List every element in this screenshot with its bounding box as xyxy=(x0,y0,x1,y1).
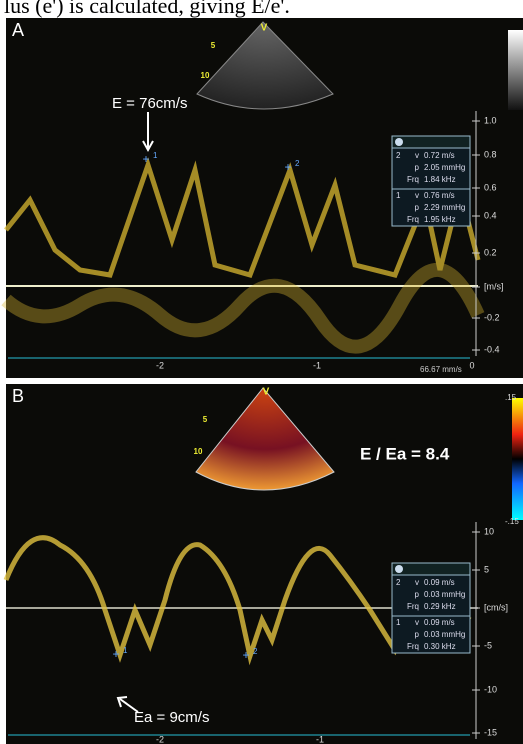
measure-value: 0.09 m/s xyxy=(424,618,455,627)
measure-key: Frq xyxy=(407,215,419,224)
scale-label: [cm/s] xyxy=(484,602,508,612)
measure-key: v xyxy=(415,191,419,200)
scale-label: 1.0 xyxy=(484,115,497,125)
measure-key: Frq xyxy=(407,602,419,611)
scale-label: -10 xyxy=(484,684,497,694)
measure-key: p xyxy=(415,203,420,212)
time-label: 0 xyxy=(469,360,474,370)
marker: + xyxy=(142,152,149,166)
measure-box xyxy=(391,562,471,654)
time-label: -1 xyxy=(313,360,321,370)
arrow xyxy=(116,696,139,713)
measure-value: 2.05 mmHg xyxy=(424,163,465,172)
sector-label: 10 xyxy=(194,447,203,456)
time-label: -1 xyxy=(316,734,324,744)
measure-icon xyxy=(395,138,403,146)
marker-label: 1 xyxy=(153,151,158,160)
measure-value: 0.30 kHz xyxy=(424,642,456,651)
annotation: E / Ea = 8.4 xyxy=(360,444,450,463)
marker: + xyxy=(242,648,249,662)
marker: + xyxy=(284,160,291,174)
measure-value: 0.76 m/s xyxy=(424,191,455,200)
marker-label: 2 xyxy=(253,647,258,656)
marker-label: 2 xyxy=(295,159,300,168)
measure-box xyxy=(391,135,471,227)
measure-key: p xyxy=(415,590,420,599)
measure-key: Frq xyxy=(407,175,419,184)
gray-bar xyxy=(508,30,523,110)
scale-label: -0.2 xyxy=(484,312,500,322)
scale-label: [m/s] xyxy=(484,281,504,291)
sector-label: V xyxy=(263,387,270,398)
caption: lus (e') is calculated, giving E/e'. xyxy=(4,0,290,18)
scale-label: 0.4 xyxy=(484,210,497,220)
time-label: -2 xyxy=(156,360,164,370)
echo-sector xyxy=(195,387,335,491)
color-bar xyxy=(512,398,523,520)
marker: + xyxy=(112,647,119,661)
panel-label: B xyxy=(12,386,24,406)
sweep-speed: 66.67 mm/s xyxy=(420,365,462,374)
measure-value: 0.03 mmHg xyxy=(424,630,465,639)
sector-label: V xyxy=(261,23,268,34)
scale-label: 5 xyxy=(484,564,489,574)
measure-header xyxy=(391,135,471,149)
measure-index: 2 xyxy=(396,578,401,587)
sector-label: 10 xyxy=(201,71,210,80)
measure-value: 0.72 m/s xyxy=(424,151,455,160)
measure-key: v xyxy=(415,578,419,587)
marker-label: 1 xyxy=(123,646,128,655)
sector-label: 5 xyxy=(211,41,216,50)
colorbar-label: .15 xyxy=(505,393,517,402)
measure-value: 2.29 mmHg xyxy=(424,203,465,212)
scale-label: 0.6 xyxy=(484,182,497,192)
arrow xyxy=(142,112,154,153)
scale-label: 0.2 xyxy=(484,247,497,257)
panel-label: A xyxy=(12,20,24,40)
time-label: -2 xyxy=(156,734,164,744)
scale-label: 0.8 xyxy=(484,149,497,159)
measure-value: 1.95 kHz xyxy=(424,215,456,224)
annotation: Ea = 9cm/s xyxy=(134,709,209,726)
scale-label: 10 xyxy=(484,526,494,536)
echo-sector xyxy=(196,21,334,110)
measure-index: 2 xyxy=(396,151,401,160)
measure-key: p xyxy=(415,163,420,172)
scale-label: -0.4 xyxy=(484,344,500,354)
measure-index: 1 xyxy=(396,618,401,627)
measure-value: 1.84 kHz xyxy=(424,175,456,184)
doppler-trace xyxy=(3,535,472,666)
measure-header xyxy=(391,562,471,576)
measure-index: 1 xyxy=(396,191,401,200)
measure-key: v xyxy=(415,618,419,627)
scale-label: -15 xyxy=(484,727,497,737)
measure-key: p xyxy=(415,630,420,639)
measure-value: 0.03 mmHg xyxy=(424,590,465,599)
measure-key: Frq xyxy=(407,642,419,651)
measure-key: v xyxy=(415,151,419,160)
measure-value: 0.09 m/s xyxy=(424,578,455,587)
scale-label: -5 xyxy=(484,640,492,650)
annotation: E = 76cm/s xyxy=(112,95,187,112)
colorbar-label: -.15 xyxy=(505,517,519,526)
sector-label: 5 xyxy=(203,415,208,424)
measure-value: 0.29 kHz xyxy=(424,602,456,611)
measure-icon xyxy=(395,565,403,573)
